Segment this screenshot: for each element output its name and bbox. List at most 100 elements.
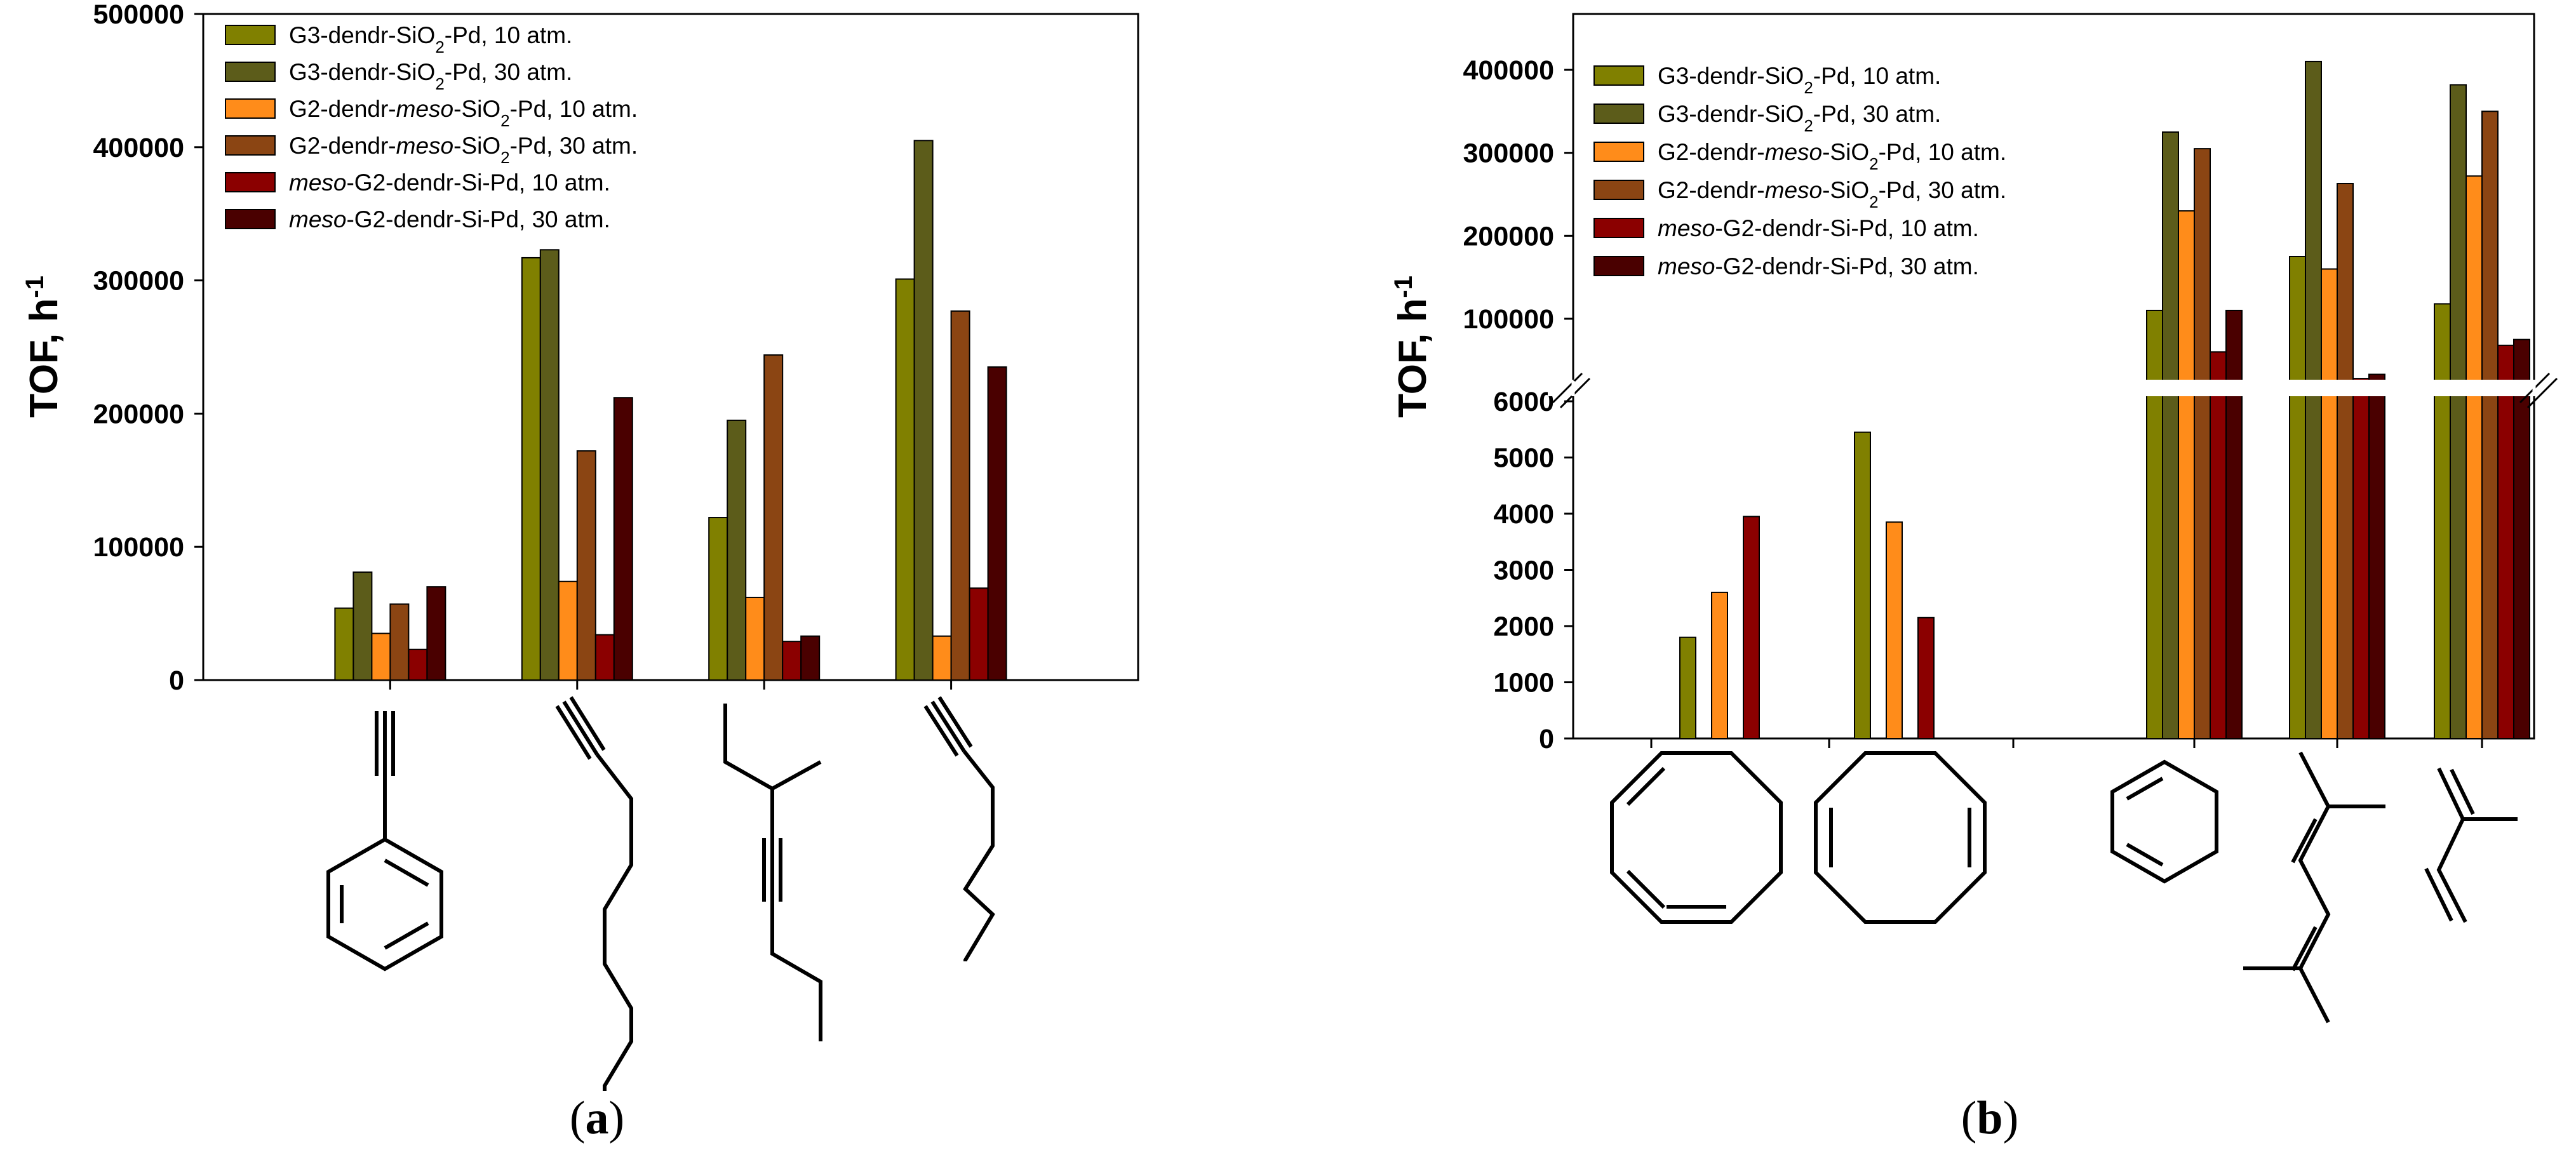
bar-4-phenylacetylene bbox=[389, 603, 410, 681]
legend-swatch-4 bbox=[225, 135, 276, 156]
bar-2-isoprene bbox=[2450, 84, 2467, 739]
legend-swatch-5 bbox=[225, 172, 276, 192]
bar-1-2,6-dimethyl-2,4,6-octatriene bbox=[2289, 256, 2306, 739]
legend-label-2: G3-dendr-SiO2-Pd, 30 atm. bbox=[1658, 101, 1941, 135]
bar-5-1,5-cyclooctadiene bbox=[1917, 617, 1935, 739]
axis-break-band bbox=[1548, 380, 2559, 396]
y-tick-label-lower: 5000 bbox=[1493, 443, 1554, 474]
dimethyloctatriene-structure bbox=[2243, 751, 2385, 1024]
1-hexyne-structure bbox=[923, 696, 995, 961]
bar-2-4-octyne bbox=[727, 419, 747, 681]
y-tick-label: 500000 bbox=[93, 0, 185, 30]
cyclohexadiene-structure bbox=[2110, 759, 2218, 884]
bar-1-1,5-cyclooctadiene bbox=[1854, 431, 1871, 739]
bar-5-1,3-cyclooctadiene bbox=[1743, 516, 1760, 739]
y-tick-label: 200000 bbox=[93, 399, 185, 429]
bar-5-4-octyne bbox=[782, 641, 802, 681]
bar-5-2,6-dimethyl-2,4,6-octatriene bbox=[2352, 378, 2370, 739]
bar-6-4-octyne bbox=[800, 635, 821, 681]
legend-swatch-3 bbox=[1593, 142, 1644, 162]
y-tick-label-lower: 4000 bbox=[1493, 499, 1554, 530]
bar-1-1,3-cyclohexadiene bbox=[2146, 309, 2163, 739]
bar-3-1,3-cyclooctadiene bbox=[1711, 591, 1728, 740]
legend-label-5: meso-G2-dendr-Si-Pd, 10 atm. bbox=[1658, 215, 1979, 241]
legend-swatch-3 bbox=[225, 98, 276, 119]
y-tick-label: 400000 bbox=[93, 133, 185, 163]
legend-label-4: G2-dendr-meso-SiO2-Pd, 30 atm. bbox=[1658, 177, 2006, 211]
bar-4-2,6-dimethyl-2,4,6-octatriene bbox=[2337, 183, 2354, 740]
bar-4-1-hexyne bbox=[950, 310, 970, 681]
y-axis-title: TOF, h-1 bbox=[1390, 276, 1435, 418]
y-tick-label-lower: 3000 bbox=[1493, 556, 1554, 586]
panel-a-chart: 0 100000 200000 300000 400000 500000 TOF, h-1 G… bbox=[21, 0, 1139, 1144]
legend-swatch-6 bbox=[225, 209, 276, 229]
legend-swatch-2 bbox=[1593, 104, 1644, 124]
bar-5-isoprene bbox=[2497, 344, 2514, 739]
legend-label-6: meso-G2-dendr-Si-Pd, 30 atm. bbox=[1658, 253, 1979, 279]
bar-2-phenylacetylene bbox=[352, 571, 373, 681]
bar-5-1-octyne bbox=[594, 634, 615, 681]
panel-label-a: (a) bbox=[570, 1092, 624, 1144]
cyclooctadiene-15-structure bbox=[1814, 751, 1987, 924]
bar-4-4-octyne bbox=[763, 354, 784, 681]
bar-6-phenylacetylene bbox=[426, 586, 446, 681]
1-octyne-structure bbox=[555, 696, 633, 1091]
bar-3-1,3-cyclohexadiene bbox=[2178, 210, 2195, 739]
4-octyne-structure bbox=[723, 704, 822, 1041]
bar-1-4-octyne bbox=[708, 517, 728, 681]
legend-swatch-4 bbox=[1593, 180, 1644, 200]
legend-label-2: G3-dendr-SiO2-Pd, 30 atm. bbox=[289, 59, 572, 93]
legend-label-1: G3-dendr-SiO2-Pd, 10 atm. bbox=[289, 22, 572, 57]
y-tick-label-upper: 400000 bbox=[1463, 55, 1555, 86]
legend-label-3: G2-dendr-meso-SiO2-Pd, 10 atm. bbox=[1658, 139, 2006, 173]
axis-break-mark bbox=[1559, 377, 1591, 409]
y-tick-label: 300000 bbox=[93, 266, 185, 297]
molecule-drawings-a bbox=[326, 696, 995, 1091]
plot-frame bbox=[202, 13, 1139, 681]
y-tick-label-lower: 2000 bbox=[1493, 611, 1554, 642]
legend-label-6: meso-G2-dendr-Si-Pd, 30 atm. bbox=[289, 206, 610, 232]
bar-4-1-octyne bbox=[576, 450, 596, 681]
y-tick-label-lower: 0 bbox=[1539, 724, 1554, 754]
plot-frame bbox=[1572, 13, 2535, 740]
bar-2-1,3-cyclohexadiene bbox=[2162, 131, 2179, 739]
phenylacetylene-structure bbox=[326, 711, 443, 972]
legend-swatch-1 bbox=[225, 25, 276, 45]
bar-1-isoprene bbox=[2434, 303, 2451, 740]
bar-2-1-octyne bbox=[539, 249, 560, 681]
bar-3-phenylacetylene bbox=[371, 632, 391, 681]
axis-break-mark bbox=[1552, 372, 1583, 404]
bar-6-1-octyne bbox=[613, 397, 633, 681]
bar-5-phenylacetylene bbox=[408, 648, 428, 681]
cyclooctadiene-13-structure bbox=[1610, 751, 1783, 924]
bar-2-1-hexyne bbox=[913, 140, 934, 681]
molecule-drawings-b bbox=[1610, 751, 2518, 1024]
bar-1-1-octyne bbox=[521, 257, 541, 681]
bar-1-1-hexyne bbox=[895, 278, 915, 681]
isoprene-structure bbox=[2424, 767, 2518, 923]
legend-label-3: G2-dendr-meso-SiO2-Pd, 10 atm. bbox=[289, 96, 638, 130]
bar-3-isoprene bbox=[2465, 175, 2483, 739]
bar-5-1,3-cyclohexadiene bbox=[2210, 351, 2227, 739]
bar-4-isoprene bbox=[2481, 110, 2499, 740]
bar-2-2,6-dimethyl-2,4,6-octatriene bbox=[2305, 60, 2322, 739]
y-tick-label-upper: 200000 bbox=[1463, 221, 1555, 251]
y-tick-label: 100000 bbox=[93, 532, 185, 563]
legend-label-4: G2-dendr-meso-SiO2-Pd, 30 atm. bbox=[289, 133, 638, 167]
bar-6-1-hexyne bbox=[987, 366, 1007, 681]
y-tick-label-lower: 1000 bbox=[1493, 668, 1554, 698]
panel-label-b: (b) bbox=[1961, 1092, 2018, 1144]
legend-label-1: G3-dendr-SiO2-Pd, 10 atm. bbox=[1658, 63, 1941, 97]
bar-6-1,3-cyclohexadiene bbox=[2225, 309, 2243, 739]
legend-label-5: meso-G2-dendr-Si-Pd, 10 atm. bbox=[289, 170, 610, 196]
legend-swatch-5 bbox=[1593, 218, 1644, 238]
bar-3-1-hexyne bbox=[932, 635, 952, 681]
legend-swatch-2 bbox=[225, 62, 276, 82]
y-tick-label-lower: 6000 bbox=[1493, 387, 1554, 417]
bar-3-4-octyne bbox=[745, 596, 765, 681]
bar-5-1-hexyne bbox=[969, 587, 989, 681]
y-tick-label-upper: 300000 bbox=[1463, 138, 1555, 169]
bar-4-1,3-cyclohexadiene bbox=[2194, 148, 2211, 739]
bar-6-isoprene bbox=[2513, 338, 2530, 739]
